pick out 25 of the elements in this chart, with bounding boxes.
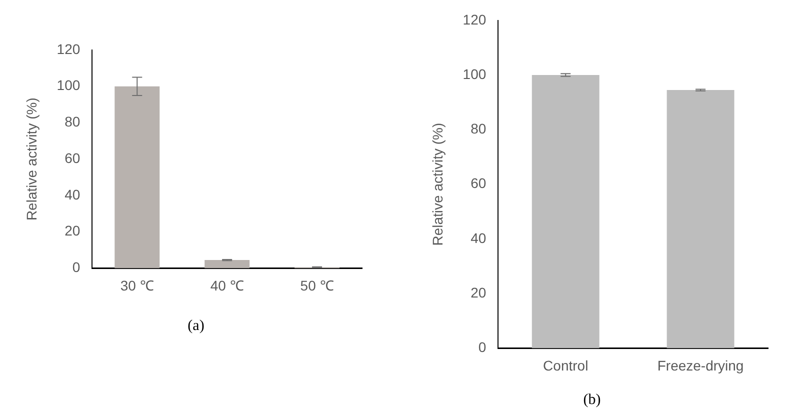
y-tick-label: 80 <box>470 120 486 137</box>
y-tick-label: 40 <box>64 186 80 202</box>
y-tick-label: 80 <box>64 114 80 130</box>
y-tick-label: 40 <box>470 230 486 246</box>
y-tick-label: 120 <box>56 40 80 57</box>
x-tick-label: Control <box>543 357 588 374</box>
y-axis-title: Relative activity (%) <box>429 122 446 246</box>
bar <box>114 86 160 268</box>
y-tick-label: 20 <box>64 222 80 239</box>
bar <box>204 260 250 268</box>
y-tick-label: 100 <box>56 77 80 94</box>
x-tick-label: 30 ℃ <box>120 277 154 294</box>
y-tick-label: 100 <box>462 66 486 82</box>
text: (a) <box>186 318 206 335</box>
y-tick-label: 120 <box>462 11 486 28</box>
text: (b) <box>582 392 602 409</box>
y-tick-label: 0 <box>72 259 80 276</box>
y-tick-label: 60 <box>64 150 80 166</box>
x-tick-label: 50 ℃ <box>300 277 334 294</box>
y-tick-label: 0 <box>478 339 486 356</box>
y-axis-title: Relative activity (%) <box>23 98 40 221</box>
y-tick-label: 60 <box>470 175 486 192</box>
x-tick-label: Freeze-drying <box>657 357 744 374</box>
y-tick-label: 20 <box>470 284 486 300</box>
x-tick-label: 40 ℃ <box>210 277 244 294</box>
